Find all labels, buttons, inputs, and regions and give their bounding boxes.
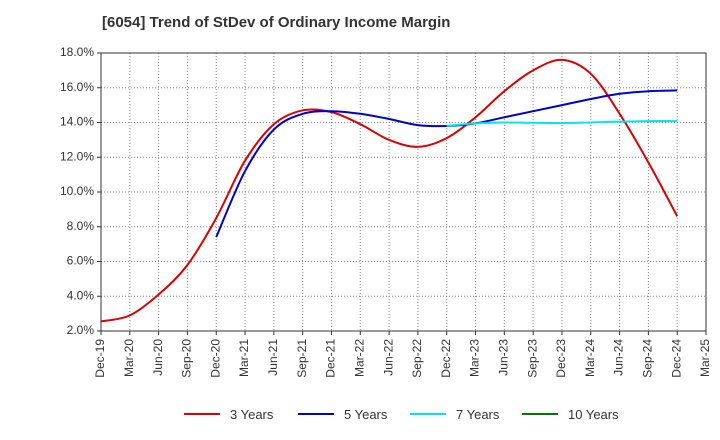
y-tick-label: 6.0% — [67, 254, 95, 268]
x-tick-label: Mar-24 — [583, 339, 597, 377]
legend-item-10-years: 10 Years — [522, 404, 619, 424]
x-tick-label: Mar-22 — [352, 339, 366, 377]
x-tick-label: Jun-23 — [497, 339, 511, 376]
y-tick-label: 12.0% — [60, 149, 94, 163]
x-tick-label: Mar-23 — [468, 339, 482, 377]
series-layer — [100, 58, 679, 323]
x-tick-label: Sep-24 — [641, 339, 655, 378]
y-tick-label: 2.0% — [67, 323, 95, 337]
x-tick-label: Dec-20 — [208, 339, 222, 378]
legend-label: 10 Years — [568, 406, 619, 422]
y-tick-label: 14.0% — [60, 115, 94, 129]
x-tick-label: Sep-23 — [525, 339, 539, 378]
legend-item-7-years: 7 Years — [410, 404, 499, 424]
legend-item-3-years: 3 Years — [184, 404, 273, 424]
x-tick-label: Mar-25 — [698, 339, 712, 377]
x-tick-label: Sep-22 — [410, 339, 424, 378]
x-tick-label: Dec-24 — [669, 339, 683, 378]
x-tick-label: Dec-23 — [554, 339, 568, 378]
legend-item-5-years: 5 Years — [298, 404, 387, 424]
x-tick-label: Mar-20 — [122, 339, 136, 377]
legend-label: 7 Years — [456, 406, 500, 422]
y-tick-label: 8.0% — [67, 219, 95, 233]
legend-swatch — [522, 413, 558, 415]
x-tick-label: Dec-22 — [439, 339, 453, 378]
series-line-3-years — [100, 58, 679, 323]
x-tick-label: Jun-24 — [612, 339, 626, 376]
x-tick-label: Jun-20 — [151, 339, 165, 376]
legend-label: 5 Years — [344, 406, 388, 422]
series-line-7-years — [446, 120, 678, 127]
y-tick-label: 16.0% — [60, 80, 94, 94]
x-tick-label: Jun-22 — [381, 339, 395, 376]
x-tick-label: Dec-21 — [324, 339, 338, 378]
chart-title: [6054] Trend of StDev of Ordinary Income… — [102, 14, 451, 31]
x-tick-label: Dec-19 — [93, 339, 107, 378]
legend-label: 3 Years — [230, 406, 274, 422]
y-tick-label: 4.0% — [67, 288, 95, 302]
x-tick-label: Jun-21 — [266, 339, 280, 376]
series-line-5-years — [215, 89, 678, 238]
y-tick-label: 18.0% — [60, 45, 94, 59]
legend: 3 Years 5 Years 7 Years 10 Years — [0, 404, 720, 424]
x-tick-label: Mar-21 — [237, 339, 251, 377]
plot-area: Dec-19 Mar-20 Jun-20 Sep-20 Dec-20 Mar-21 Jun-… — [60, 45, 712, 378]
legend-swatch — [298, 413, 334, 415]
legend-swatch — [184, 413, 220, 415]
y-tick-label: 10.0% — [60, 184, 94, 198]
legend-swatch — [410, 413, 446, 415]
x-tick-label: Sep-21 — [295, 339, 309, 378]
x-tick-label: Sep-20 — [180, 339, 194, 378]
axis-layer: Dec-19 Mar-20 Jun-20 Sep-20 Dec-20 Mar-21 Jun-… — [60, 45, 712, 378]
grid-layer — [101, 53, 706, 331]
